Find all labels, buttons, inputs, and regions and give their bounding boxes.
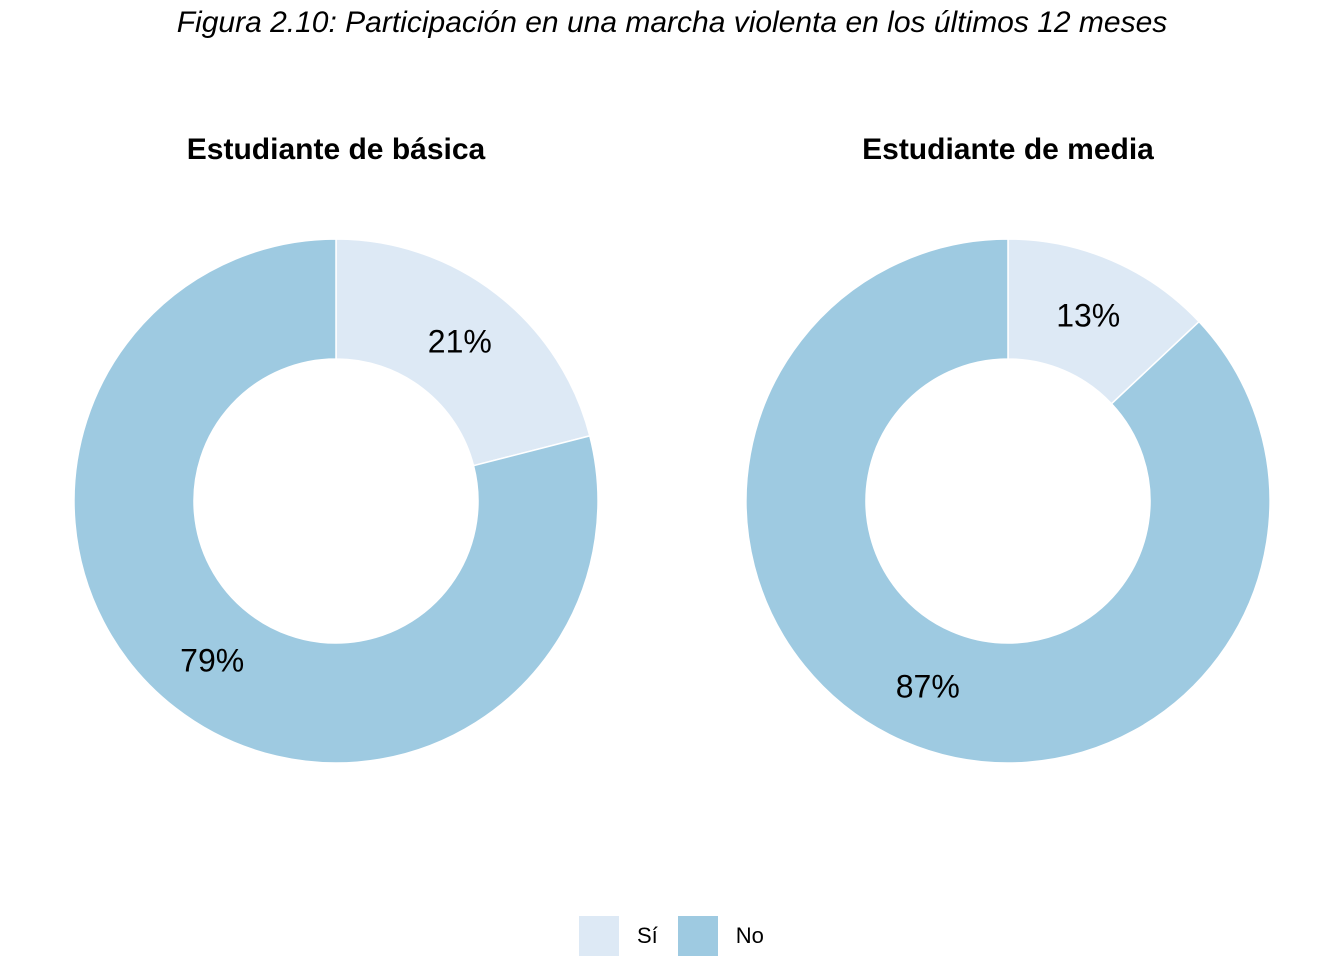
slice-no-basica — [73, 238, 599, 764]
slice-no-media — [745, 238, 1271, 764]
slice-label-no-basica: 79% — [180, 643, 244, 679]
figure-title: Figura 2.10: Participación en una marcha… — [176, 6, 1168, 39]
legend-label-si: Sí — [637, 923, 658, 948]
legend-swatch-no — [677, 916, 718, 956]
legend: Sí No — [579, 916, 784, 956]
slice-si-basica — [335, 238, 591, 467]
legend-swatch-si — [579, 916, 619, 956]
legend-item-si: Sí — [579, 916, 658, 956]
legend-label-no: No — [735, 923, 764, 948]
donut-charts: Estudiante de básica 21% 79% Estudiante de … — [73, 133, 1271, 764]
slice-label-si-media: 13% — [1056, 298, 1120, 334]
legend-item-no: No — [677, 916, 764, 956]
slice-label-no-media: 87% — [896, 668, 960, 704]
chart-title-media: Estudiante de media — [862, 133, 1154, 166]
chart-title-basica: Estudiante de básica — [187, 133, 486, 166]
slice-label-si-basica: 21% — [428, 323, 492, 359]
